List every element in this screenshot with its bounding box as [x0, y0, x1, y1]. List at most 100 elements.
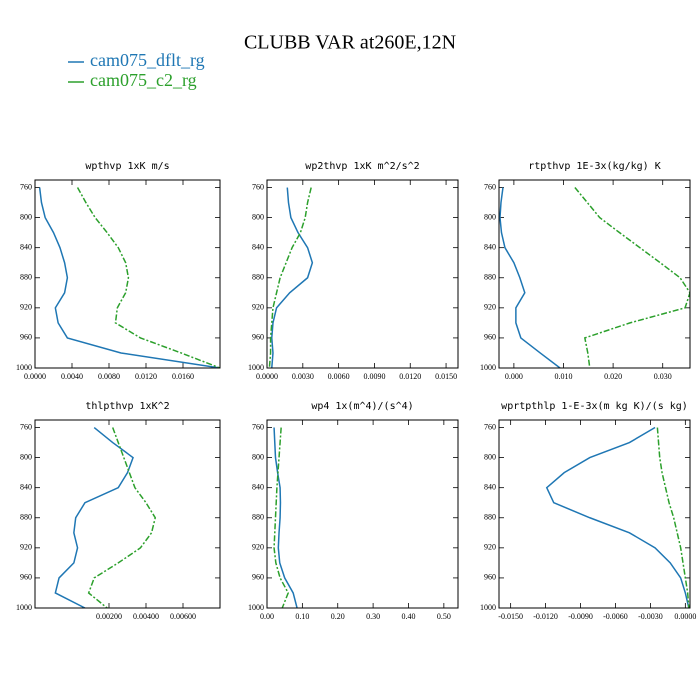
series-line	[574, 187, 690, 368]
x-tick-label: -0.0060	[603, 612, 628, 621]
series-line	[54, 426, 134, 608]
x-tick-label: 0.0000	[24, 372, 46, 381]
series-line	[76, 187, 220, 368]
x-tick-label: 0.10	[295, 612, 309, 621]
y-tick-label: 880	[20, 513, 32, 522]
panel-title: wpthvp 1xK m/s	[85, 161, 169, 172]
y-tick-label: 760	[484, 182, 496, 191]
x-tick-label: 0.0160	[172, 372, 194, 381]
x-tick-label: 0.0030	[292, 372, 314, 381]
x-tick-label: 0.020	[604, 372, 622, 381]
y-tick-label: 920	[252, 543, 264, 552]
y-tick-label: 760	[20, 422, 32, 431]
x-tick-label: -0.0150	[498, 612, 523, 621]
y-tick-label: 920	[252, 303, 264, 312]
series-line	[268, 187, 312, 368]
y-tick-label: 1000	[480, 603, 496, 612]
x-tick-label: 0.50	[437, 612, 451, 621]
x-tick-label: 0.0080	[98, 372, 120, 381]
y-tick-label: 920	[20, 303, 32, 312]
plot-frame	[498, 179, 691, 369]
x-tick-label: 0.0120	[399, 372, 421, 381]
y-tick-label: 800	[252, 452, 264, 461]
x-tick-label: -0.0090	[568, 612, 593, 621]
y-tick-label: 760	[252, 422, 264, 431]
y-tick-label: 840	[252, 483, 264, 492]
plot-frame	[498, 419, 691, 609]
x-tick-label: 0.00600	[170, 612, 196, 621]
y-tick-label: 960	[252, 333, 264, 342]
series-line	[656, 427, 690, 608]
y-tick-label: 800	[484, 452, 496, 461]
y-tick-label: 880	[252, 273, 264, 282]
x-tick-label: 0.0090	[363, 372, 385, 381]
y-tick-label: 1000	[16, 603, 32, 612]
y-tick-label: 1000	[480, 363, 496, 372]
y-tick-label: 840	[484, 483, 496, 492]
x-tick-label: 0.030	[654, 372, 672, 381]
y-tick-label: 840	[252, 243, 264, 252]
y-tick-label: 880	[484, 513, 496, 522]
plot-frame	[266, 179, 459, 369]
y-tick-label: 960	[20, 333, 32, 342]
panel-title: wprtpthlp 1-E-3x(m kg K)/(s kg)	[501, 401, 688, 412]
y-tick-label: 880	[252, 513, 264, 522]
x-tick-label: 0.30	[366, 612, 380, 621]
y-tick-label: 960	[20, 573, 32, 582]
y-tick-label: 960	[484, 573, 496, 582]
y-tick-label: 840	[484, 243, 496, 252]
series-line	[545, 426, 690, 608]
y-tick-label: 1000	[248, 603, 264, 612]
series-line	[273, 427, 298, 608]
panel-title: wp2thvp 1xK m^2/s^2	[305, 161, 419, 172]
y-tick-label: 760	[20, 182, 32, 191]
y-tick-label: 840	[20, 483, 32, 492]
panel-title: wp4 1x(m^4)/(s^4)	[311, 401, 413, 412]
x-tick-label: 0.0060	[328, 372, 350, 381]
x-tick-label: 0.0120	[135, 372, 157, 381]
y-tick-label: 1000	[16, 363, 32, 372]
plot-frame	[34, 419, 221, 609]
x-tick-label: 0.00400	[133, 612, 159, 621]
y-tick-label: 800	[20, 212, 32, 221]
legend-label: cam075_dflt_rg	[90, 50, 205, 70]
y-tick-label: 800	[252, 212, 264, 221]
y-tick-label: 800	[484, 212, 496, 221]
y-tick-label: 960	[252, 573, 264, 582]
x-tick-label: 0.40	[401, 612, 415, 621]
series-line	[87, 427, 157, 608]
y-tick-label: 920	[484, 303, 496, 312]
x-tick-label: 0.0000	[674, 612, 696, 621]
plot-frame	[34, 179, 221, 369]
y-tick-label: 960	[484, 333, 496, 342]
x-tick-label: 0.00	[260, 612, 274, 621]
y-tick-label: 1000	[248, 363, 264, 372]
legend-label: cam075_c2_rg	[90, 70, 197, 90]
y-tick-label: 840	[20, 243, 32, 252]
series-line	[499, 187, 561, 368]
y-tick-label: 760	[252, 182, 264, 191]
series-line	[38, 187, 220, 368]
x-tick-label: 0.0150	[435, 372, 457, 381]
x-tick-label: 0.000	[505, 372, 523, 381]
y-tick-label: 920	[20, 543, 32, 552]
plot-frame	[266, 419, 459, 609]
figure-title: CLUBB VAR at260E,12N	[244, 32, 456, 54]
x-tick-label: 0.00200	[96, 612, 122, 621]
y-tick-label: 760	[484, 422, 496, 431]
panel-title: thlpthvp 1xK^2	[85, 401, 169, 412]
y-tick-label: 800	[20, 452, 32, 461]
panel-title: rtpthvp 1E-3x(kg/kg) K	[528, 161, 660, 172]
y-tick-label: 880	[484, 273, 496, 282]
x-tick-label: 0.20	[331, 612, 345, 621]
y-tick-label: 920	[484, 543, 496, 552]
x-tick-label: 0.0000	[256, 372, 278, 381]
x-tick-label: -0.0030	[638, 612, 663, 621]
x-tick-label: 0.0040	[61, 372, 83, 381]
series-line	[271, 187, 314, 368]
y-tick-label: 880	[20, 273, 32, 282]
x-tick-label: -0.0120	[533, 612, 558, 621]
x-tick-label: 0.010	[554, 372, 572, 381]
